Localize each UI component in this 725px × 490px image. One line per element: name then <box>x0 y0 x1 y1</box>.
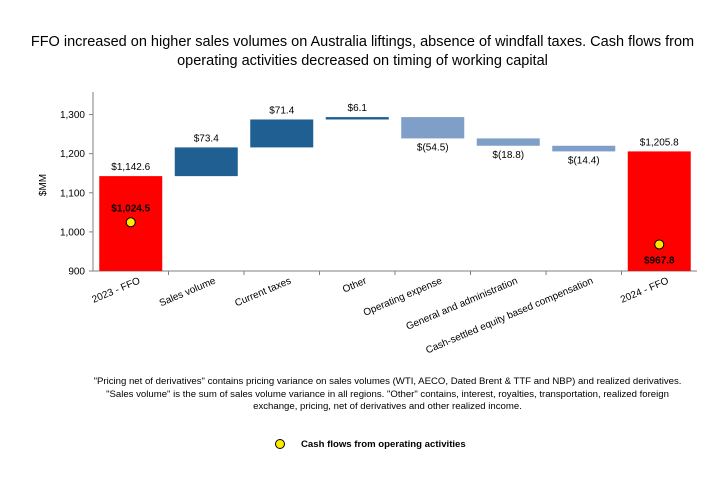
x-tick-label: 2024 - FFO <box>619 276 671 306</box>
bar-1 <box>174 147 238 177</box>
bar-6 <box>552 145 616 152</box>
legend: Cash flows from operating activities <box>275 437 466 451</box>
footnote-line-2: "Sales volume" is the sum of sales volum… <box>106 388 669 400</box>
footnote-line-1: "Pricing net of derivatives" contains pr… <box>93 376 682 387</box>
y-axis-label: $MM <box>38 174 49 196</box>
bar-3 <box>325 117 389 120</box>
bar-value-label: $1,205.8 <box>640 137 679 148</box>
bar-4 <box>401 117 465 139</box>
y-tick-label: 900 <box>68 267 85 278</box>
bar-2 <box>250 119 314 148</box>
chart-title-line-2: operating activities decreased on timing… <box>177 53 548 69</box>
footnote: "Pricing net of derivatives" contains pr… <box>80 376 695 414</box>
cash-flow-marker <box>654 239 665 250</box>
bar-7 <box>627 151 691 271</box>
bar-value-label: $73.4 <box>194 133 219 144</box>
bar-value-label: $1,142.6 <box>111 162 150 173</box>
chart-title: FFO increased on higher sales volumes on… <box>0 33 725 71</box>
x-tick-label: Other <box>341 275 369 295</box>
y-tick-label: 1,100 <box>60 188 85 199</box>
bar-value-label: $(18.8) <box>492 150 524 161</box>
bar-value-label: $(54.5) <box>417 142 449 153</box>
cash-flow-label: $1,024.5 <box>111 203 150 214</box>
cash-flow-label: $967.8 <box>644 255 675 266</box>
x-tick-label: Current taxes <box>233 276 293 310</box>
chart-title-line-1: FFO increased on higher sales volumes on… <box>30 34 695 50</box>
y-tick-label: 1,000 <box>60 227 85 238</box>
y-tick-label: 1,300 <box>60 110 85 121</box>
legend-marker-cash-flow <box>275 439 285 449</box>
bar-5 <box>476 138 540 146</box>
bar-value-label: $71.4 <box>269 105 294 116</box>
footnote-line-3: exchange, pricing, net of derivatives an… <box>253 401 522 413</box>
x-tick-label: Sales volume <box>158 275 218 309</box>
cash-flow-marker <box>125 217 136 228</box>
legend-label-cash-flow: Cash flows from operating activities <box>301 438 466 450</box>
bar-value-label: $6.1 <box>348 103 368 114</box>
bar-value-label: $(14.4) <box>568 155 600 166</box>
x-tick-label: 2023 - FFO <box>91 276 143 306</box>
y-tick-label: 1,200 <box>60 149 85 160</box>
waterfall-chart: 900 1,000 1,100 1,200 1,300 $MM $1,142.6 2023 -… <box>38 92 697 356</box>
